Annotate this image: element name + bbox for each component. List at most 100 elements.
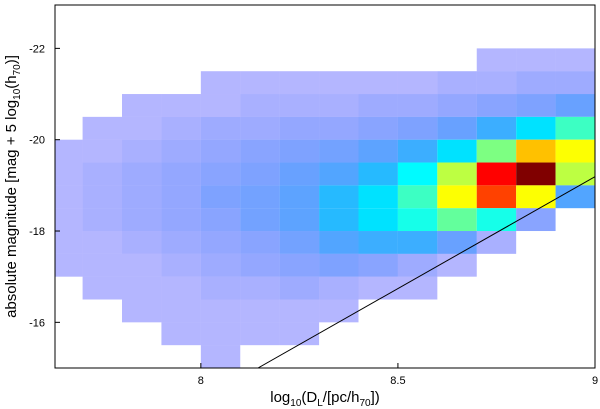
heatmap-cell — [240, 276, 280, 300]
heatmap-cell — [200, 345, 241, 368]
heatmap-cell — [398, 300, 437, 323]
heatmap-cell — [279, 276, 320, 300]
heatmap-cell — [476, 139, 517, 163]
heatmap-cell — [279, 253, 320, 277]
x-axis-label: log10(DL/[pc/h70]) — [270, 389, 380, 409]
heatmap-cell — [55, 231, 83, 254]
heatmap-cell — [516, 48, 556, 72]
heatmap-cell — [122, 322, 161, 345]
heatmap-cell — [161, 208, 201, 232]
heatmap-cell — [280, 345, 319, 368]
heatmap-cell — [55, 208, 83, 232]
heatmap-cell — [516, 139, 556, 163]
heatmap-cell — [55, 139, 83, 163]
heatmap-cell — [358, 253, 398, 277]
subscript: 70 — [12, 64, 23, 76]
subscript: 10 — [290, 398, 302, 409]
heatmap-cell — [516, 300, 555, 323]
heatmap-cell — [437, 71, 477, 95]
heatmap-cell — [556, 231, 595, 254]
heatmap-cell — [437, 300, 476, 323]
label-part: /[pc/h — [323, 389, 360, 406]
heatmap-cell — [437, 48, 476, 71]
heatmap-cell — [161, 231, 201, 254]
heatmap-cell — [319, 299, 359, 323]
heatmap-cell — [437, 277, 476, 300]
heatmap-cell — [319, 139, 359, 163]
heatmap-cell — [240, 26, 279, 49]
heatmap-cell — [161, 345, 200, 368]
heatmap-cell — [122, 208, 162, 232]
subscript: 70 — [359, 398, 371, 409]
heatmap-cell — [161, 139, 201, 163]
heatmap-cell — [398, 322, 437, 345]
heatmap-cell — [240, 208, 280, 232]
heatmap-cell — [240, 71, 280, 95]
heatmap-cell — [279, 162, 320, 186]
heatmap-cell — [437, 345, 476, 368]
label-part: )] — [3, 55, 20, 64]
heatmap-cell — [555, 116, 595, 140]
heatmap-cell — [556, 345, 595, 368]
heatmap-cell — [516, 345, 555, 368]
heatmap-cell — [556, 26, 595, 49]
heatmap-cell — [476, 231, 517, 254]
heatmap-cell — [398, 48, 437, 71]
heatmap-cell — [122, 94, 162, 117]
heatmap-cell — [516, 277, 555, 300]
heatmap-cell — [279, 231, 320, 254]
heatmap-cell — [240, 185, 280, 209]
heatmap-cell — [476, 208, 517, 232]
heatmap-cell — [161, 276, 201, 300]
heatmap-cell — [516, 162, 556, 186]
heatmap-cell — [240, 48, 279, 71]
heatmap-cell — [358, 231, 398, 254]
limit-line — [257, 176, 595, 368]
heatmap-cell — [43, 26, 82, 49]
heatmap-cell — [516, 231, 555, 254]
heatmap-cell — [437, 162, 477, 186]
y-tick-label: -18 — [29, 226, 45, 238]
heatmap-cell — [82, 162, 123, 186]
heatmap-cell — [477, 26, 516, 49]
heatmap-cell — [161, 48, 200, 71]
heatmap-cell — [437, 208, 477, 232]
heatmap-cell — [437, 185, 477, 209]
heatmap-cell — [200, 276, 241, 300]
heatmap-cell — [279, 208, 320, 232]
heatmap-cell — [122, 253, 162, 277]
subscript: 10 — [12, 88, 23, 100]
heatmap-cell — [397, 162, 438, 186]
heatmap-cell — [555, 71, 595, 95]
heatmap-cell — [200, 71, 241, 95]
heatmap-cell — [83, 322, 122, 345]
heatmap-cell — [437, 231, 477, 254]
heatmap-cell — [43, 322, 82, 345]
heatmap-cell — [319, 231, 359, 254]
heatmap-cell — [477, 254, 516, 277]
heatmap-cell — [556, 254, 595, 277]
heatmap-cell — [398, 26, 437, 49]
heatmap-cell — [240, 299, 280, 323]
heatmap-cell — [122, 276, 162, 300]
heatmap-cell — [397, 94, 438, 117]
x-tick-label: 9 — [592, 375, 598, 387]
subscript: L — [317, 398, 323, 409]
heatmap-cell — [55, 185, 83, 209]
heatmap-cell — [83, 71, 122, 94]
heatmap — [43, 26, 595, 368]
heatmap-cell — [279, 299, 320, 323]
heatmap-cell — [200, 299, 241, 323]
heatmap-cell — [477, 322, 516, 345]
heatmap-cell — [477, 345, 516, 368]
y-axis-label: absolute magnitude [mag + 5 log10(h70)] — [3, 55, 23, 318]
heatmap-cell — [200, 231, 241, 254]
heatmap-cell — [359, 26, 398, 49]
heatmap-cell — [476, 116, 517, 140]
heatmap-cell — [201, 48, 240, 71]
heatmap-cell — [397, 208, 438, 232]
heatmap-cell — [161, 26, 200, 49]
heatmap-cell — [83, 94, 122, 117]
heatmap-cell — [122, 185, 162, 209]
heatmap-cell — [516, 71, 556, 95]
